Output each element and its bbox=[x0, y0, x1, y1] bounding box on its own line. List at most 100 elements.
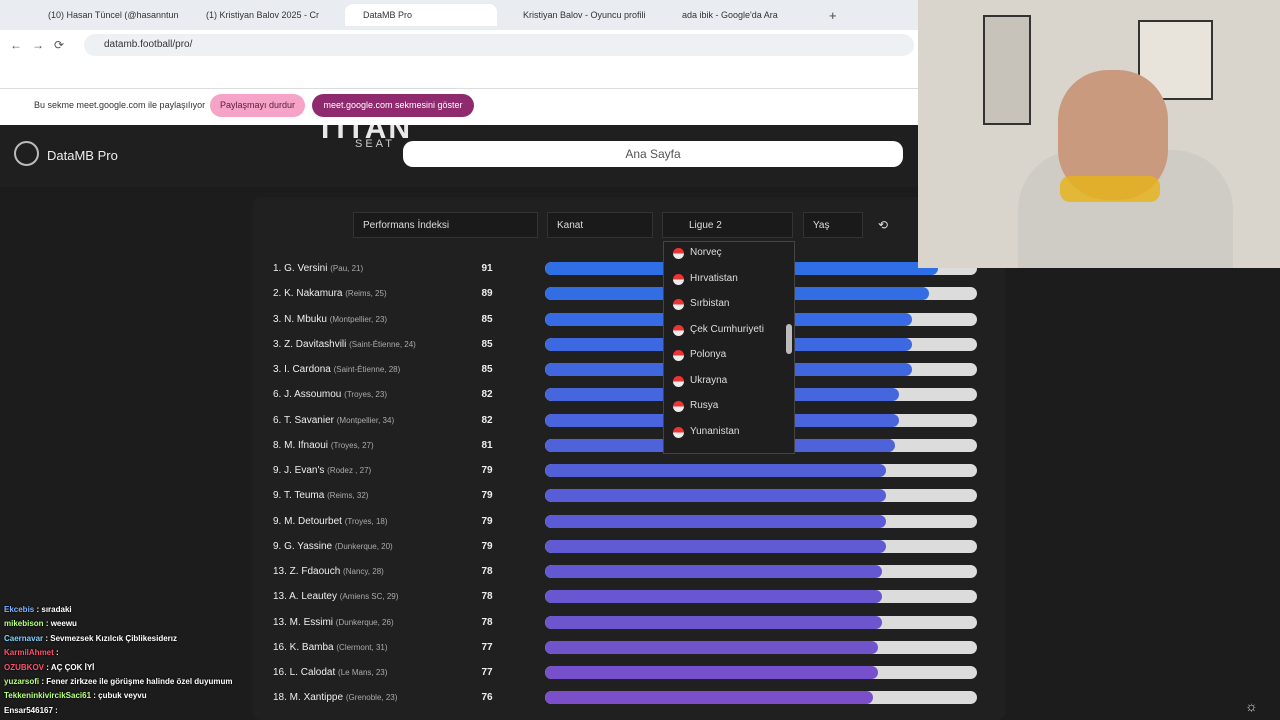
chat-user: Ekcebis bbox=[4, 605, 35, 614]
tab[interactable]: (1) Kristiyan Balov 2025 - Cr bbox=[206, 10, 320, 20]
player-name: 9. G. Yassine (Dunkerque, 20) bbox=[273, 540, 393, 552]
score-bar bbox=[545, 514, 887, 528]
chat-user: KarmilAhmet bbox=[4, 648, 54, 658]
country-option[interactable]: Sırbistan bbox=[690, 298, 730, 309]
address-bar[interactable] bbox=[84, 34, 914, 56]
flag bbox=[673, 299, 684, 310]
tab[interactable]: DataMB Pro bbox=[345, 4, 497, 26]
player-name: 16. K. Bamba (Clermont, 31) bbox=[273, 641, 388, 653]
bar-track bbox=[545, 464, 977, 477]
tab[interactable]: (10) Hasan Tüncel (@hasanntun bbox=[48, 10, 179, 20]
player-meta: (Amiens SC, 29) bbox=[339, 592, 399, 602]
country-option[interactable]: Norveç bbox=[690, 247, 722, 258]
player-name: 8. M. Ifnaoui (Troyes, 27) bbox=[273, 439, 374, 451]
chat-message: KarmilAhmet : bbox=[4, 648, 59, 657]
player-name: 13. M. Essimi (Dunkerque, 26) bbox=[273, 616, 394, 628]
score-bar bbox=[545, 489, 887, 503]
country-option[interactable]: Çek Cumhuriyeti bbox=[690, 323, 764, 335]
country-option[interactable]: Hırvatistan bbox=[690, 272, 738, 284]
player-name: 3. I. Cardona (Saint-Étienne, 28) bbox=[273, 364, 401, 375]
player-meta: (Saint-Étienne, 24) bbox=[349, 339, 416, 349]
player-score: 78 bbox=[481, 591, 493, 603]
player-name: 2. K. Nakamura (Reims, 25) bbox=[273, 288, 387, 300]
position-select[interactable]: Kanat bbox=[547, 212, 653, 238]
age-select[interactable]: Yaş bbox=[803, 212, 863, 238]
bar-track bbox=[545, 514, 977, 528]
chat-user: mikebison bbox=[4, 619, 44, 629]
player-meta: (Le Mans, 23) bbox=[338, 668, 388, 677]
bar-track bbox=[545, 666, 977, 679]
player-name: 3. Z. Davitashvili (Saint-Étienne, 24) bbox=[273, 338, 416, 350]
chat-user: Ensar546167 bbox=[4, 705, 53, 715]
player-name: 13. Z. Fdaouch (Nancy, 28) bbox=[273, 566, 384, 577]
league-select[interactable]: Ligue 2 bbox=[662, 212, 793, 238]
player-score: 91 bbox=[481, 263, 493, 274]
player-name: 18. M. Xantippe (Grenoble, 23) bbox=[273, 692, 398, 704]
country-option[interactable]: Rusya bbox=[690, 400, 719, 411]
bar-track bbox=[545, 615, 977, 629]
logo-text[interactable]: DataMB Pro bbox=[47, 148, 118, 163]
search-box[interactable]: Ana Sayfa bbox=[403, 141, 903, 167]
bar-track bbox=[545, 539, 977, 553]
scrollbar[interactable] bbox=[786, 324, 792, 354]
player-meta: (Montpellier, 34) bbox=[336, 415, 395, 425]
score-bar bbox=[545, 666, 878, 679]
country-option[interactable]: Yunanistan bbox=[690, 425, 740, 437]
player-meta: (Montpellier, 23) bbox=[329, 314, 388, 324]
score-bar bbox=[545, 565, 882, 578]
player-name: 3. N. Mbuku (Montpellier, 23) bbox=[273, 313, 388, 325]
flag bbox=[673, 248, 684, 259]
flag bbox=[673, 426, 684, 438]
nav-icons[interactable]: ← → ⟳ bbox=[10, 38, 65, 52]
player-score: 77 bbox=[481, 641, 493, 653]
player-meta: (Pau, 21) bbox=[330, 264, 364, 273]
player-meta: (Dunkerque, 26) bbox=[335, 617, 394, 627]
metric-select[interactable]: Performans İndeksi bbox=[353, 212, 538, 238]
theme-toggle[interactable]: ☼ bbox=[1245, 698, 1258, 714]
player-score: 79 bbox=[481, 465, 493, 476]
chat-text: : bbox=[55, 705, 58, 715]
player-score: 79 bbox=[481, 515, 493, 527]
player-meta: (Clermont, 31) bbox=[336, 642, 388, 652]
chat-message: Ensar546167 : bbox=[4, 706, 58, 715]
new-tab[interactable]: + bbox=[829, 8, 837, 23]
country-option[interactable]: Polonya bbox=[690, 349, 727, 360]
player-name: 1. G. Versini (Pau, 21) bbox=[273, 263, 364, 274]
player-name: 9. T. Teuma (Reims, 32) bbox=[273, 490, 369, 502]
chat-message: Ekcebis : sıradaki bbox=[4, 605, 72, 614]
flag bbox=[673, 350, 684, 361]
player-meta: (Nancy, 28) bbox=[343, 567, 384, 576]
player-meta: (Grenoble, 23) bbox=[345, 693, 398, 703]
bar-track bbox=[545, 640, 977, 654]
player-score: 85 bbox=[481, 313, 493, 325]
player-score: 77 bbox=[481, 667, 493, 678]
player-meta: (Rodez , 27) bbox=[327, 466, 372, 475]
flag bbox=[673, 401, 684, 412]
player-meta: (Troyes, 18) bbox=[344, 516, 388, 526]
dropdown bbox=[663, 241, 795, 454]
bar-track bbox=[545, 489, 977, 503]
url: datamb.football/pro/ bbox=[104, 39, 193, 50]
player-meta: (Troyes, 27) bbox=[330, 440, 374, 450]
flag bbox=[673, 273, 684, 285]
player-score: 85 bbox=[481, 364, 493, 375]
bar-track bbox=[545, 590, 977, 604]
panel bbox=[253, 197, 1005, 720]
chat-message: mikebison : weewu bbox=[4, 619, 77, 628]
country-option[interactable]: Ukrayna bbox=[690, 374, 728, 386]
tab[interactable]: ada ibik - Google'da Ara bbox=[682, 10, 778, 20]
show-tab-button[interactable]: meet.google.com sekmesini göster bbox=[312, 94, 474, 117]
flag bbox=[673, 375, 684, 387]
player-score: 81 bbox=[481, 439, 493, 451]
tab[interactable]: Kristiyan Balov - Oyuncu profili bbox=[523, 10, 646, 20]
chat-message: OZUBKOV : AÇ ÇOK İYİ bbox=[4, 663, 94, 672]
reset-icon[interactable]: ⟲ bbox=[877, 218, 889, 232]
chat-text: : sıradaki bbox=[36, 605, 72, 614]
stop-share-button[interactable]: Paylaşmayı durdur bbox=[210, 94, 305, 117]
chat-text: : AÇ ÇOK İYİ bbox=[46, 662, 95, 672]
overlay-brand: TITAN bbox=[316, 112, 413, 145]
chat-text: : çubuk veyvu bbox=[93, 691, 147, 701]
share-message: Bu sekme meet.google.com ile paylaşılıyo… bbox=[34, 100, 206, 110]
chat-message: yuzarsofi : Fener zirkzee ile görüşme ha… bbox=[4, 677, 233, 686]
score-bar bbox=[545, 615, 882, 629]
